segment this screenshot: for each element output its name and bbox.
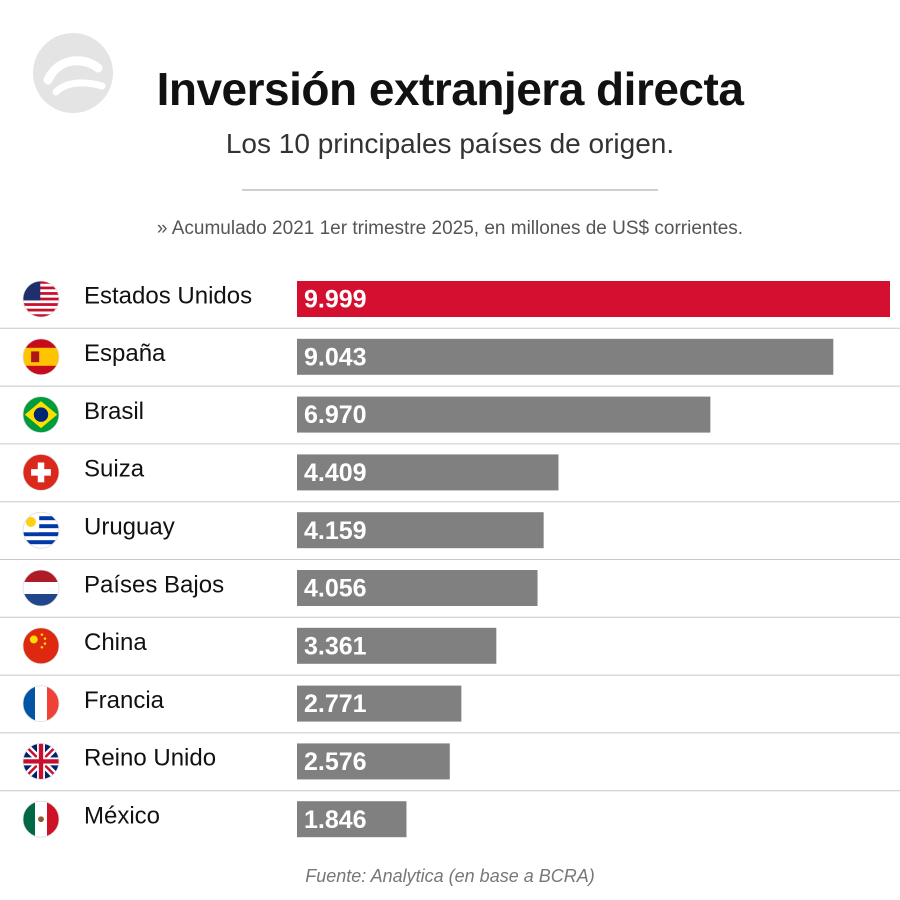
flag-sun	[25, 516, 36, 527]
flag-outline	[22, 742, 60, 780]
flag-band	[47, 685, 59, 722]
france-flag-icon	[23, 685, 59, 722]
value-label: 1.846	[304, 806, 367, 834]
flag-stripe	[23, 305, 59, 309]
flag-stripe	[23, 524, 59, 529]
flag-band	[35, 685, 48, 722]
bar	[297, 801, 407, 838]
flag-stripe	[23, 536, 59, 541]
flag-outline	[22, 685, 60, 723]
flag-outline	[22, 511, 60, 549]
flag-outline	[22, 280, 60, 318]
value-label: 4.159	[304, 517, 367, 545]
country-label: Países Bajos	[84, 571, 224, 598]
flag-outline	[22, 338, 60, 376]
flag-stripe	[23, 544, 59, 549]
flag-stripe	[23, 512, 59, 517]
flag-star	[40, 645, 44, 649]
bar	[297, 281, 890, 317]
flag-star	[29, 635, 38, 644]
flag-stripe	[23, 286, 59, 290]
mexico-flag-icon	[23, 801, 59, 838]
flag-band	[47, 801, 59, 838]
country-label: Brasil	[84, 398, 144, 425]
flag-band	[23, 347, 59, 366]
flag-band	[23, 570, 59, 583]
bar	[297, 570, 538, 606]
country-label: Reino Unido	[84, 745, 216, 772]
flag-stripe	[23, 314, 59, 317]
uk-flag-icon	[23, 743, 59, 780]
brazil-flag-icon	[23, 396, 59, 433]
bar	[297, 454, 559, 491]
chart-note: » Acumulado 2021 1er trimestre 2025, en …	[156, 218, 744, 239]
flag-emblem	[38, 816, 44, 823]
bar	[297, 512, 544, 549]
value-label: 6.970	[304, 401, 367, 429]
flag-globe	[33, 407, 49, 422]
flag-band	[23, 594, 59, 606]
flag-star	[40, 633, 44, 636]
flag-stripe	[23, 300, 59, 304]
flag-stripe	[23, 528, 59, 533]
flag-outline	[22, 396, 60, 434]
flag-band	[23, 801, 36, 838]
country-label: Suiza	[84, 456, 145, 483]
bar	[297, 396, 711, 433]
flag-stripe	[23, 516, 59, 521]
country-label: México	[84, 803, 160, 830]
header-divider	[242, 189, 658, 191]
flag-stripe	[23, 283, 59, 287]
country-label: Estados Unidos	[84, 282, 252, 309]
flag-outline	[22, 627, 60, 665]
flag-stripe	[23, 292, 59, 296]
flag-outline	[22, 453, 60, 491]
flag-stripe	[23, 297, 59, 301]
flag-band	[23, 582, 59, 595]
flag-stripe	[23, 294, 59, 298]
value-label: 4.409	[304, 459, 367, 487]
bar-chart: Estados Unidos 9.999 España 9.043 Brasil 6.97…	[0, 280, 900, 838]
flag-cross	[31, 469, 51, 476]
flag-star	[43, 637, 47, 640]
country-label: China	[84, 629, 147, 656]
netherlands-flag-icon	[23, 570, 59, 606]
flag-outline	[22, 800, 60, 838]
flag-stripe	[23, 289, 59, 293]
publisher-logo-icon	[33, 33, 113, 113]
country-label: España	[84, 340, 166, 367]
value-label: 3.361	[304, 632, 367, 660]
china-flag-icon	[23, 627, 59, 664]
country-label: Uruguay	[84, 514, 175, 541]
flag-star	[43, 642, 47, 645]
flag-outline	[22, 569, 60, 607]
value-label: 4.056	[304, 575, 367, 603]
flag-stripe	[23, 303, 59, 307]
bar	[297, 743, 450, 780]
value-label: 9.043	[304, 343, 367, 371]
flag-stripe	[23, 281, 59, 285]
value-label: 9.999	[304, 286, 367, 314]
bar	[297, 685, 462, 722]
flag-stripe	[23, 540, 59, 545]
flag-stripe	[23, 308, 59, 312]
flag-stripe	[23, 532, 59, 537]
source-note: Fuente: Analytica (en base a BCRA)	[305, 866, 595, 886]
flag-cross	[23, 759, 59, 764]
bar	[297, 627, 497, 664]
uruguay-flag-icon	[23, 512, 59, 549]
flag-stripe	[23, 311, 59, 315]
chart-subtitle: Los 10 principales países de origen.	[225, 128, 675, 159]
flag-stripe	[23, 520, 59, 525]
chart-title: Inversión extranjera directa	[156, 63, 744, 115]
flag-emblem	[31, 351, 40, 363]
bar	[297, 338, 834, 375]
value-label: 2.576	[304, 748, 367, 776]
value-label: 2.771	[304, 690, 367, 718]
switzerland-flag-icon	[23, 454, 59, 491]
country-label: Francia	[84, 687, 165, 714]
flag-band	[23, 685, 36, 722]
spain-flag-icon	[23, 338, 59, 375]
